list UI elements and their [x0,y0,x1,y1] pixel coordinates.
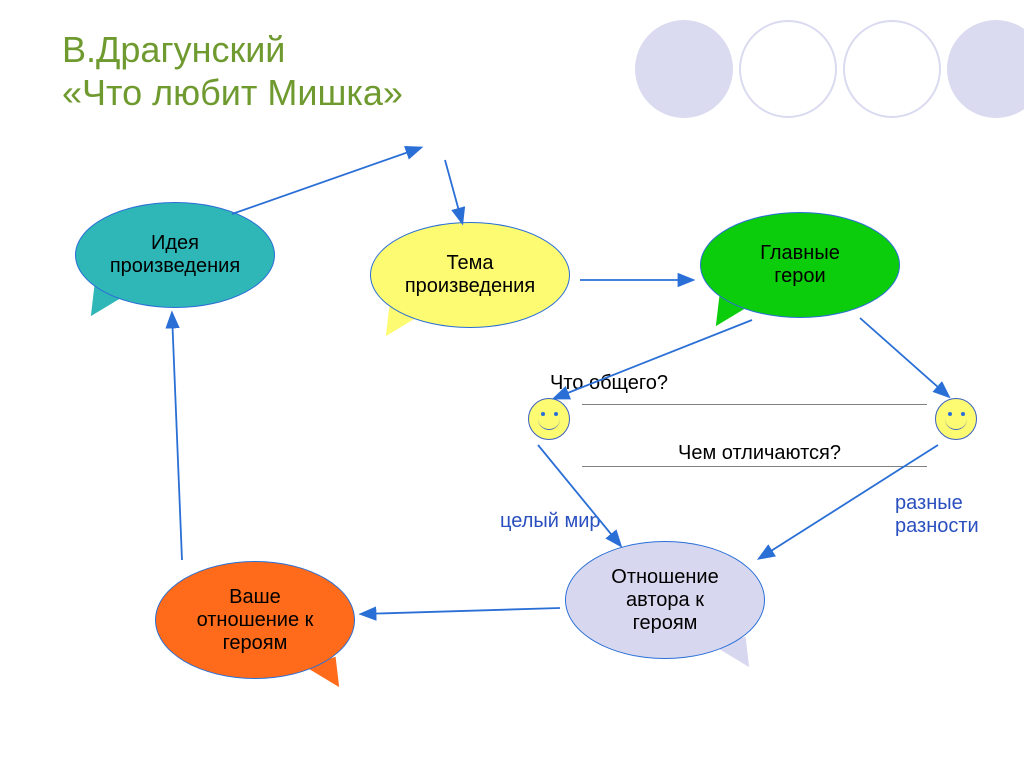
separator-line [582,466,927,467]
separator-line [582,404,927,405]
node-author: Отношение автора к героям [565,541,765,659]
node-theme-shape: Тема произведения [370,222,570,328]
node-your: Ваше отношение к героям [155,561,355,679]
node-author-label: Отношение автора к героям [611,566,718,635]
node-theme: Тема произведения [370,222,570,328]
smiley-icon [935,398,977,440]
node-your-label: Ваше отношение к героям [197,586,314,655]
smiley-icon [528,398,570,440]
title-line1: В.Драгунский [62,28,403,71]
arrow [172,314,182,560]
label-world: целый мир [500,510,601,533]
node-author-shape: Отношение автора к героям [565,541,765,659]
label-common: Что общего? [550,372,668,395]
label-diffs: разные разности [895,492,979,538]
arrow [362,608,560,614]
decor-circle [739,20,837,118]
arrow [860,318,948,396]
label-differ: Чем отличаются? [678,442,841,465]
node-idea-label: Идея произведения [110,232,240,278]
node-your-shape: Ваше отношение к героям [155,561,355,679]
node-heroes-label: Главные герои [760,242,840,288]
decor-circle [947,20,1024,118]
arrow [445,160,462,222]
node-heroes-shape: Главные герои [700,212,900,318]
node-heroes: Главные герои [700,212,900,318]
node-idea-shape: Идея произведения [75,202,275,308]
decor-circle [635,20,733,118]
title-line2: «Что любит Мишка» [62,71,403,114]
node-idea: Идея произведения [75,202,275,308]
decor-circle [843,20,941,118]
arrows-layer [0,0,1024,767]
node-theme-label: Тема произведения [405,252,535,298]
slide-title: В.Драгунский «Что любит Мишка» [62,28,403,114]
